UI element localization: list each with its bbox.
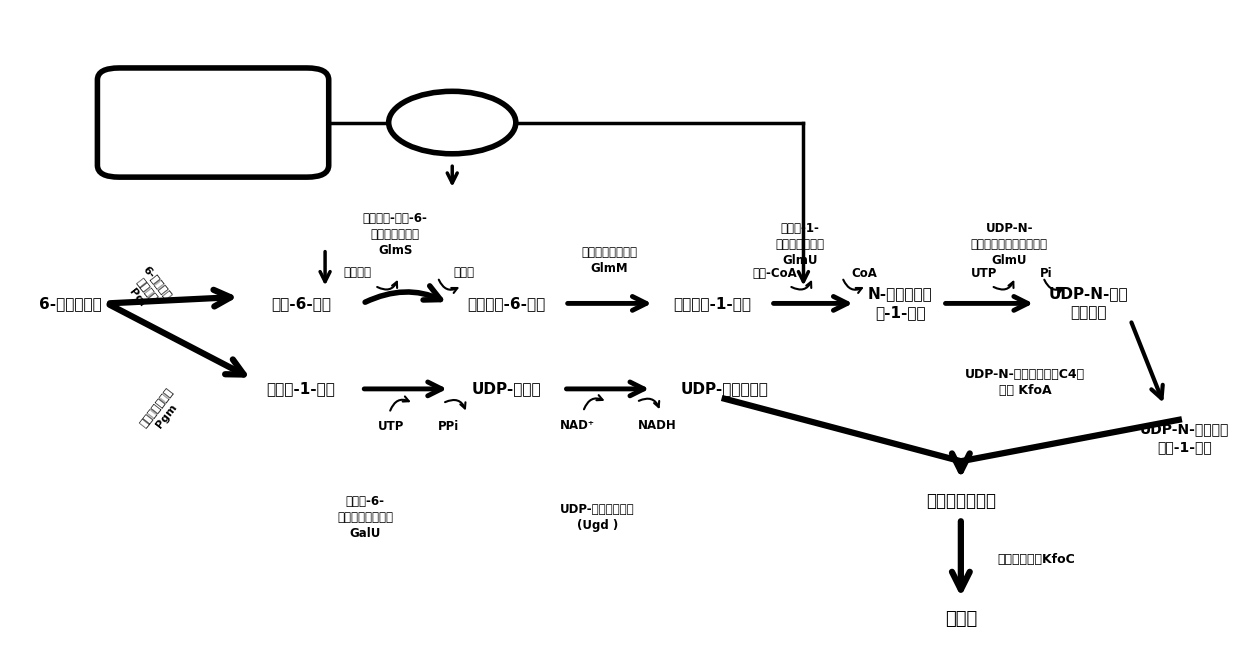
Text: UDP-葡萄糖醛酸: UDP-葡萄糖醛酸 (681, 382, 769, 396)
Text: 磷酸葡萄糖变位酶
GlmM: 磷酸葡萄糖变位酶 GlmM (582, 246, 637, 275)
Text: 葡萄糖-1-
磷酸乙酰转移酶
GlmU: 葡萄糖-1- 磷酸乙酰转移酶 GlmU (775, 222, 825, 266)
Text: 6-磷酸葡萄
糖异构酶
Pgi: 6-磷酸葡萄 糖异构酶 Pgi (122, 264, 172, 316)
Text: UDP-N-
乙酰葡萄糖胺焦磷酸化酶
GlmU: UDP-N- 乙酰葡萄糖胺焦磷酸化酶 GlmU (971, 222, 1048, 266)
Text: 6-磷酸葡萄糖: 6-磷酸葡萄糖 (40, 296, 102, 311)
Text: 乙酰-CoA: 乙酰-CoA (753, 267, 797, 280)
Ellipse shape (388, 91, 516, 154)
Text: UTP: UTP (377, 420, 404, 433)
Text: 葡萄糖-6-
磷酸尿苷酸转移酶
GalU: 葡萄糖-6- 磷酸尿苷酸转移酶 GalU (337, 495, 393, 539)
Text: 葡糖磷酸变位酶
Pgm: 葡糖磷酸变位酶 Pgm (139, 387, 185, 437)
Text: UDP-葡萄糖脱氢酶
(Ugd ): UDP-葡萄糖脱氢酶 (Ugd ) (560, 503, 635, 531)
Text: NAD⁺: NAD⁺ (560, 418, 595, 432)
Text: N-乙酰葡萄糖
胺-1-磷酸: N-乙酰葡萄糖 胺-1-磷酸 (868, 286, 932, 320)
Text: ADP: ADP (227, 159, 254, 172)
Text: 葡萄糖-1-磷酸: 葡萄糖-1-磷酸 (267, 382, 335, 396)
Text: 软骨素合成酶KfoC: 软骨素合成酶KfoC (997, 553, 1075, 566)
Text: TCA
循环: TCA 循环 (435, 106, 469, 139)
Text: UDP-N-乙酰半乳
糖胺-1-磷酸: UDP-N-乙酰半乳 糖胺-1-磷酸 (1141, 422, 1230, 454)
Text: 糖酵解: 糖酵解 (196, 113, 232, 132)
Text: PPi: PPi (438, 420, 459, 433)
Text: UTP: UTP (971, 267, 997, 280)
Text: UDP-葡萄糖: UDP-葡萄糖 (472, 382, 542, 396)
Text: 软骨素二糖单位: 软骨素二糖单位 (926, 492, 996, 509)
Text: CoA: CoA (852, 267, 878, 280)
Text: 果糖-6-磷酸: 果糖-6-磷酸 (270, 296, 331, 311)
Text: UDP-N-乙酰
葡萄糖胺: UDP-N-乙酰 葡萄糖胺 (1048, 286, 1128, 320)
Text: UDP-N-乙酰葡萄糖胺C4异
构酶 KfoA: UDP-N-乙酰葡萄糖胺C4异 构酶 KfoA (965, 368, 1085, 397)
Text: 谷氨酰胺-果糖-6-
磷酸氨基转移酶
GlmS: 谷氨酰胺-果糖-6- 磷酸氨基转移酶 GlmS (363, 212, 428, 257)
Text: 葡萄糖胺-1-磷酸: 葡萄糖胺-1-磷酸 (673, 296, 751, 311)
Text: 葡萄糖胺-6-磷酸: 葡萄糖胺-6-磷酸 (467, 296, 546, 311)
Text: NADH: NADH (637, 418, 676, 432)
Text: 软骨素: 软骨素 (945, 610, 977, 628)
Text: 谷氨酰胺: 谷氨酰胺 (343, 266, 372, 279)
Text: Pi: Pi (1039, 267, 1053, 280)
Text: 谷氨酸: 谷氨酸 (454, 266, 475, 279)
FancyBboxPatch shape (98, 68, 329, 177)
